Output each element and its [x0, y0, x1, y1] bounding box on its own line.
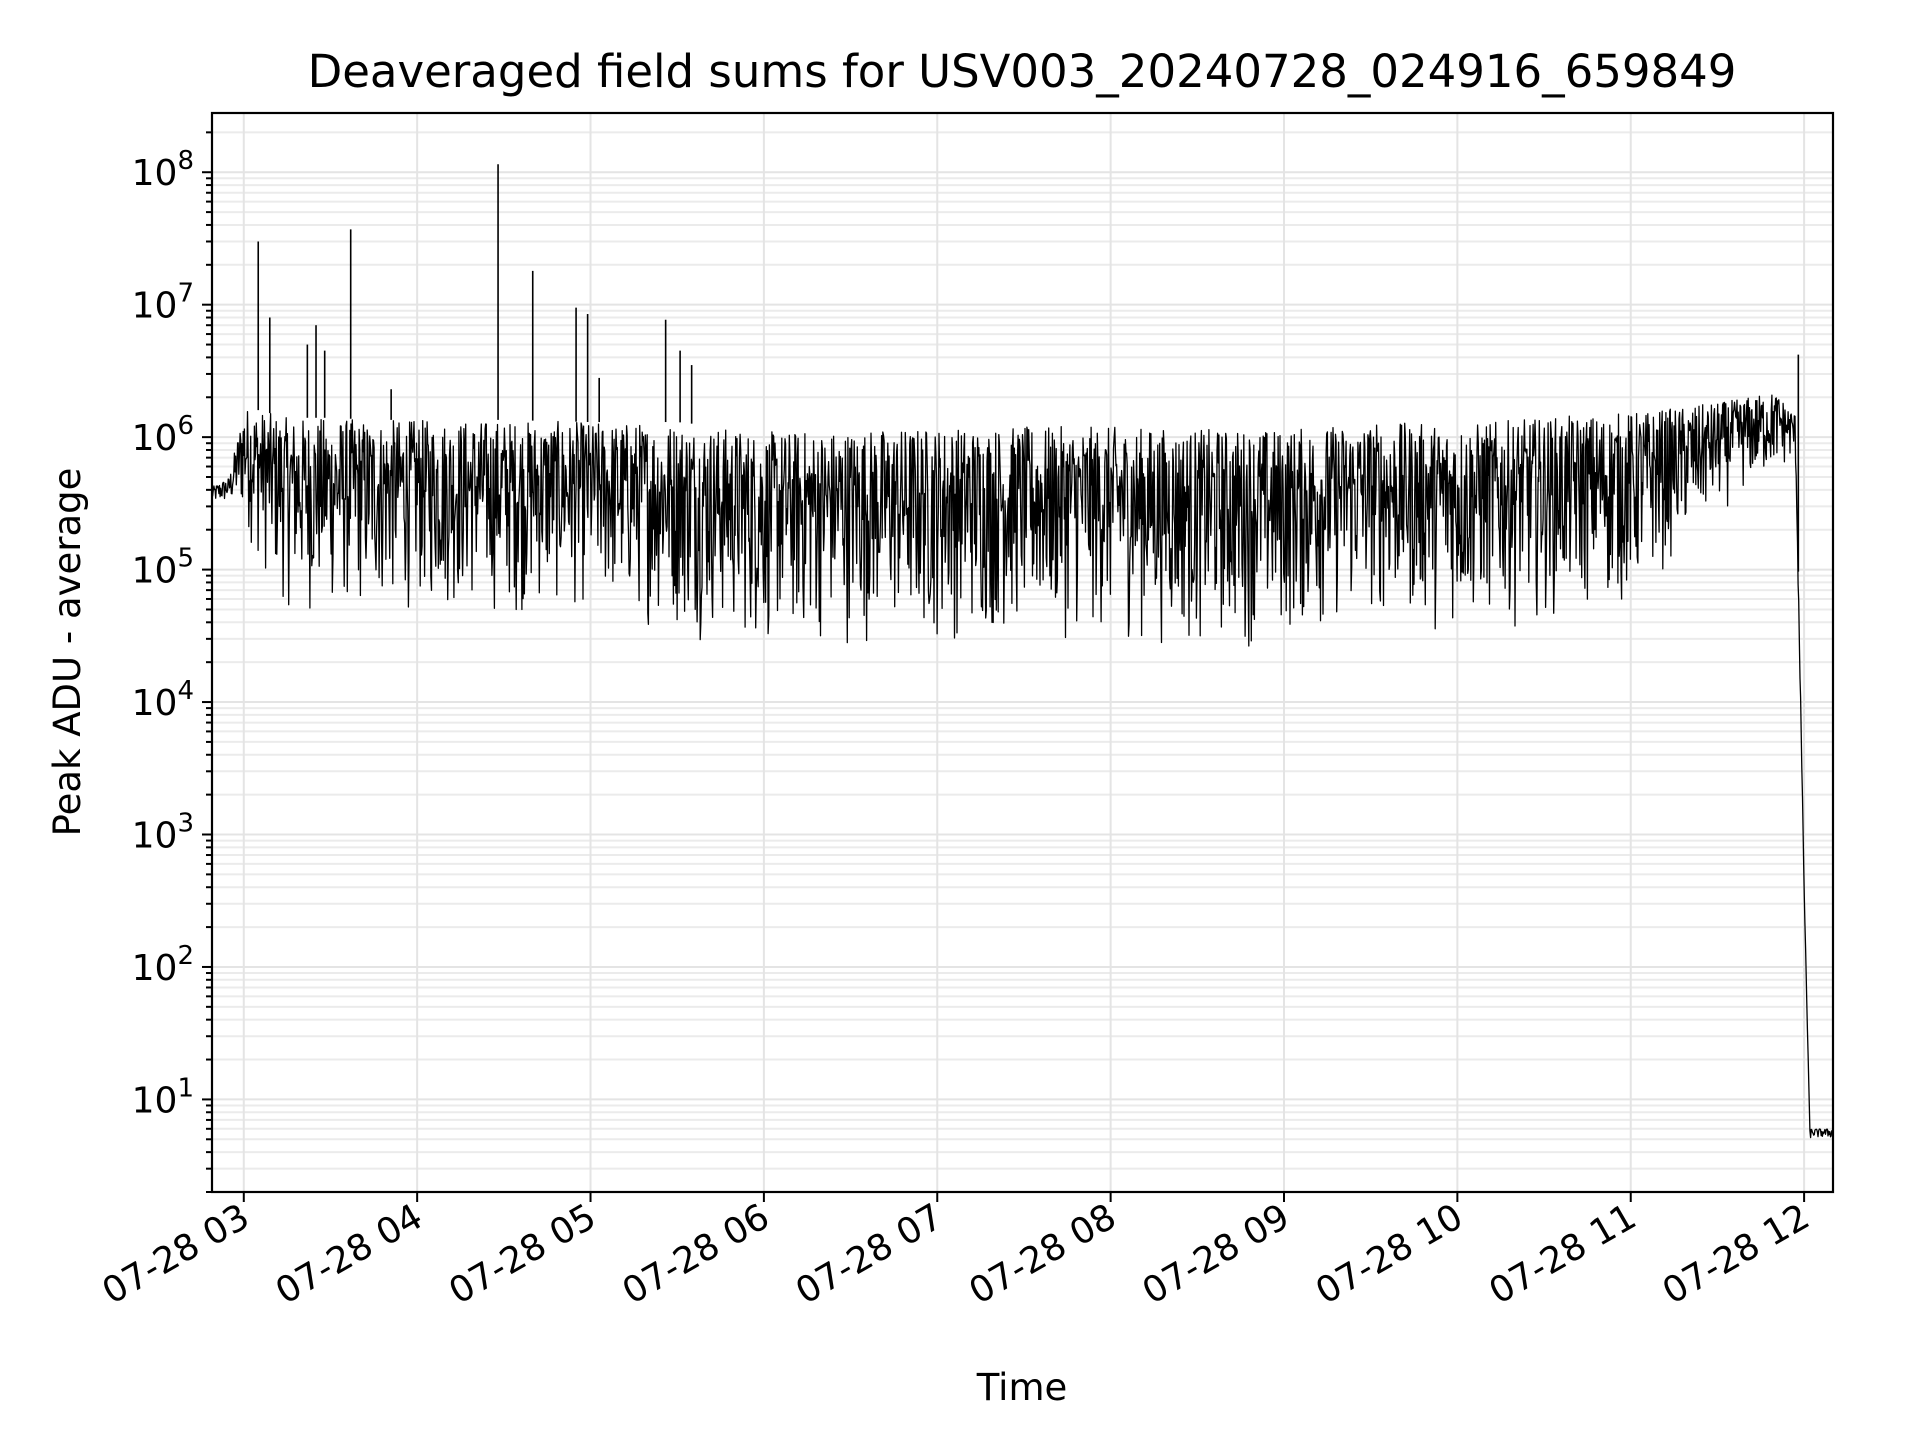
x-tick-label: 07-28 03 [96, 1196, 257, 1312]
x-tick-label: 07-28 07 [789, 1196, 950, 1312]
x-tick-label: 07-28 08 [962, 1196, 1123, 1312]
x-tick-label: 07-28 04 [269, 1196, 430, 1312]
y-axis: 101 102 103 104 105 106 107 108 [132, 131, 212, 1193]
x-axis-label: Time [976, 1366, 1068, 1409]
y-tick-label: 108 [132, 146, 194, 194]
y-tick-label: 105 [132, 544, 194, 592]
y-axis-label: Peak ADU - average [46, 468, 89, 837]
x-tick-label: 07-28 10 [1309, 1196, 1470, 1312]
series-line [211, 394, 1834, 1139]
y-tick-label: 106 [132, 411, 194, 459]
y-tick-label: 101 [132, 1073, 194, 1121]
plot-frame [210, 111, 1835, 1194]
x-axis: 07-28 03 07-28 04 07-28 05 07-28 06 07-28 07… [96, 1192, 1817, 1313]
y-tick-label: 102 [132, 941, 194, 989]
chart-title: Deaveraged field sums for USV003_2024072… [308, 45, 1737, 98]
x-tick-label: 07-28 06 [616, 1196, 777, 1312]
x-tick-label: 07-28 05 [442, 1196, 603, 1312]
x-tick-label: 07-28 11 [1483, 1196, 1644, 1312]
x-tick-label: 07-28 12 [1656, 1196, 1817, 1312]
y-tick-label: 107 [132, 279, 194, 327]
y-tick-label: 104 [132, 676, 194, 724]
series-layer [211, 164, 1834, 1139]
y-tick-label: 103 [132, 809, 194, 857]
x-tick-label: 07-28 09 [1136, 1196, 1297, 1312]
grid [212, 113, 1833, 1193]
